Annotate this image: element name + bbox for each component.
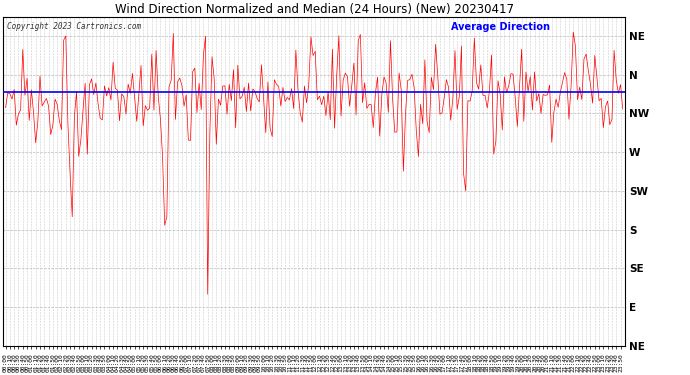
Text: Copyright 2023 Cartronics.com: Copyright 2023 Cartronics.com xyxy=(6,22,141,31)
Title: Wind Direction Normalized and Median (24 Hours) (New) 20230417: Wind Direction Normalized and Median (24… xyxy=(115,3,513,16)
Text: Average Direction: Average Direction xyxy=(451,22,550,32)
